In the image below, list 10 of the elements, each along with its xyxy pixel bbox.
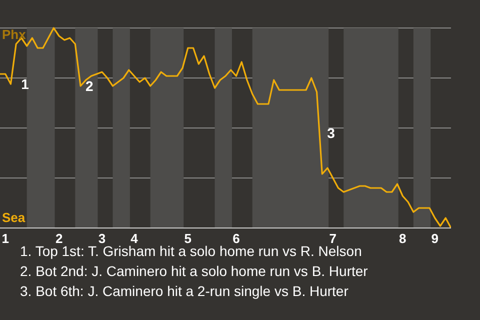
annotation: 3 xyxy=(327,124,336,141)
text: 3. Bot 6th: J. Caminero hit a 2-run single vs B. Hurter xyxy=(20,282,350,301)
annotation: Sea xyxy=(2,210,26,225)
x-tick-label: 9 xyxy=(431,231,439,246)
x-tick-label: 1 xyxy=(2,231,9,246)
annotation: Phx xyxy=(2,27,26,42)
text: 2. Bot 2nd: J. Caminero hit a solo home run vs B. Hurter xyxy=(20,262,368,281)
annotation: 1 xyxy=(21,76,30,92)
x-tick-label: 8 xyxy=(399,231,406,246)
annotation: 2 xyxy=(86,78,94,94)
